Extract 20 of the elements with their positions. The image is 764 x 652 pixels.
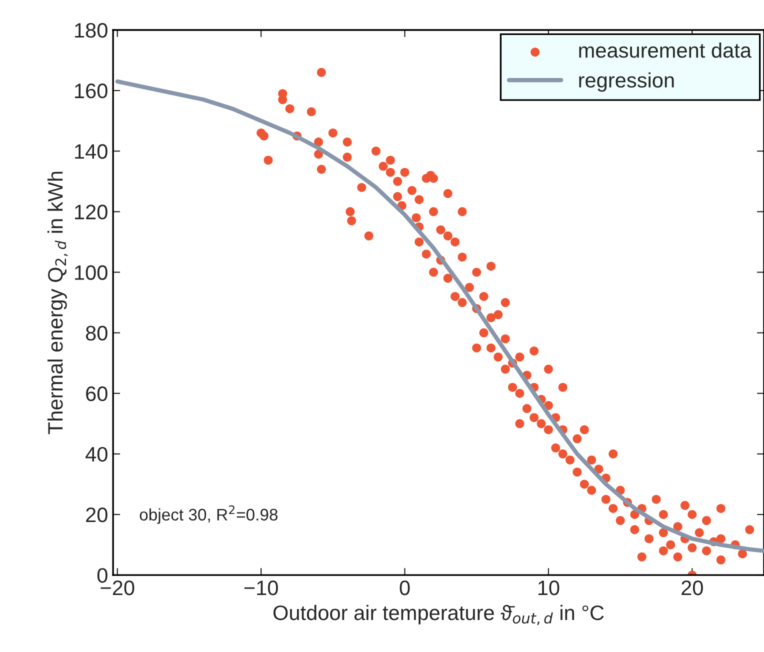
y-tick-label: 40 <box>86 446 108 462</box>
y-tick-label: 100 <box>75 265 108 280</box>
x-tick-label: 0 <box>400 580 410 596</box>
x-axis-title: Outdoor air temperature ϑ̄$_{out,d}$ in °C <box>273 604 604 626</box>
y-axis-title: Thermal energy Q$_{2,d}$ in kWh <box>47 172 68 434</box>
y-tick-label: 0 <box>97 568 108 583</box>
y-tick-label: 180 <box>75 22 108 38</box>
y-tick-label: 20 <box>86 508 108 522</box>
y-tick-label: 120 <box>75 204 108 220</box>
annotation: object 30, R$^{2}$=0.98 <box>140 505 278 524</box>
legend-label: measurement data <box>579 42 752 58</box>
y-tick-label: 160 <box>75 84 108 98</box>
y-tick-label: 140 <box>75 144 108 159</box>
x-tick-label: −20 <box>100 580 134 596</box>
x-tick-label: −10 <box>244 580 278 596</box>
y-tick-label: 80 <box>86 326 108 341</box>
legend-label: regression <box>579 72 674 92</box>
x-tick-label: 10 <box>538 580 560 596</box>
y-tick-label: 60 <box>86 386 108 402</box>
x-tick-label: 20 <box>682 580 703 596</box>
